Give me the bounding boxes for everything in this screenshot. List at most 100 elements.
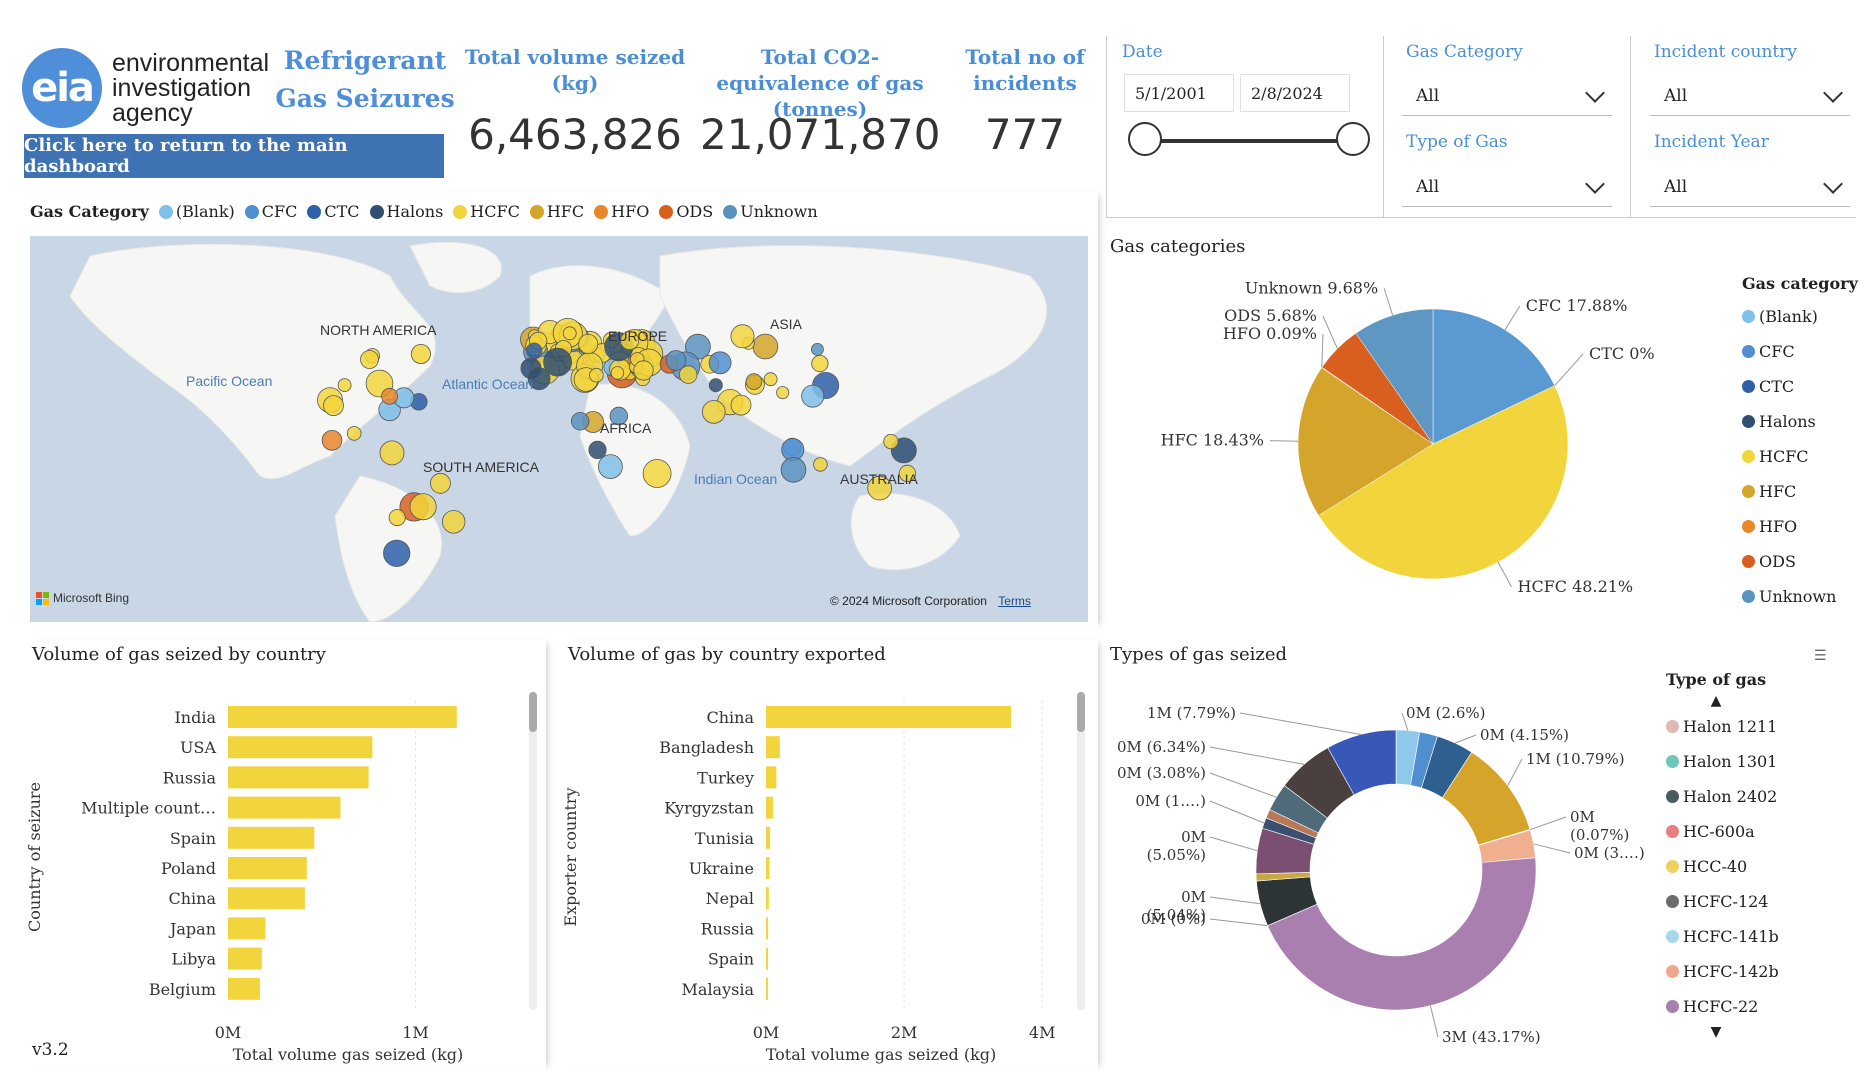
map-legend-item[interactable]: Unknown [723, 202, 818, 221]
legend-item[interactable]: HCFC-124 [1666, 884, 1779, 919]
map-legend-item[interactable]: HFC [529, 202, 584, 221]
scrollbar-thumb[interactable] [529, 692, 537, 732]
seizure-marker[interactable] [867, 475, 892, 501]
seized-by-country-chart[interactable]: 0M 1M India USA Russia Multiple count… Spain Po… [24, 670, 546, 1070]
seizure-marker[interactable] [811, 355, 829, 373]
seizure-marker[interactable] [379, 440, 405, 466]
seizure-marker[interactable] [898, 464, 917, 482]
gas-category-dropdown[interactable]: All [1402, 76, 1612, 116]
world-map[interactable]: NORTH AMERICA ASIA EUROPE AFRICA SOUTH A… [30, 236, 1088, 622]
date-slider-end-handle[interactable] [1336, 122, 1370, 156]
seizure-marker[interactable] [588, 440, 607, 459]
bar[interactable] [228, 917, 266, 940]
seizure-marker[interactable] [410, 344, 431, 365]
bar[interactable] [766, 826, 771, 849]
legend-item[interactable]: Halon 1211 [1666, 709, 1779, 744]
bar[interactable] [228, 736, 373, 759]
scrollbar[interactable] [1077, 692, 1085, 1010]
legend-item[interactable]: HCC-40 [1666, 849, 1779, 884]
terms-link[interactable]: Terms [998, 594, 1031, 608]
seizure-marker[interactable] [752, 333, 779, 360]
legend-item[interactable]: CTC [1742, 369, 1858, 404]
map-legend-item[interactable]: HFO [594, 202, 649, 221]
types-of-gas-donut[interactable]: 0M (2.6%)0M (4.15%)1M (10.79%)0M (0.07%)0… [1106, 670, 1666, 1070]
seizure-marker[interactable] [642, 459, 672, 488]
legend-item[interactable]: ODS [1742, 544, 1858, 579]
legend-item[interactable]: HCFC [1742, 439, 1858, 474]
bar[interactable] [228, 796, 341, 819]
world-map-canvas[interactable] [30, 236, 1088, 622]
seizure-marker[interactable] [708, 378, 723, 393]
seizure-marker[interactable] [323, 395, 344, 417]
seizure-marker[interactable] [429, 472, 451, 494]
seizure-marker[interactable] [571, 412, 590, 431]
legend-item[interactable]: HCFC-141b [1666, 919, 1779, 954]
map-legend-item[interactable]: Halons [369, 202, 443, 221]
seizure-marker[interactable] [346, 426, 362, 441]
legend-item[interactable]: HFC [1742, 474, 1858, 509]
seizure-marker[interactable] [442, 510, 466, 534]
seizure-marker[interactable] [527, 367, 551, 391]
seizure-marker[interactable] [381, 387, 399, 405]
seizure-marker[interactable] [679, 365, 698, 384]
bar[interactable] [766, 706, 1012, 728]
bar[interactable] [766, 977, 768, 1000]
seizure-marker[interactable] [360, 350, 379, 369]
seizure-marker[interactable] [337, 378, 352, 393]
bar[interactable] [228, 826, 315, 849]
map-legend-item[interactable]: ODS [659, 202, 713, 221]
legend-item[interactable]: CFC [1742, 334, 1858, 369]
seizure-marker[interactable] [708, 351, 732, 375]
legend-item[interactable]: Halon 1301 [1666, 744, 1779, 779]
exported-by-country-chart[interactable]: 0M 2M 4M China Bangladesh Turkey Kyrgyzstan Tun… [560, 670, 1098, 1070]
bar[interactable] [228, 766, 369, 789]
seizure-marker[interactable] [730, 324, 755, 349]
seizure-marker[interactable] [321, 430, 343, 451]
return-to-main-dashboard-button[interactable]: Click here to return to the main dashboa… [24, 134, 444, 178]
seizure-marker[interactable] [745, 373, 763, 390]
legend-item[interactable]: Halons [1742, 404, 1858, 439]
seizure-marker[interactable] [526, 342, 543, 359]
bar[interactable] [766, 736, 780, 759]
seizure-marker[interactable] [776, 386, 790, 400]
scrollbar-thumb[interactable] [1077, 692, 1085, 732]
pie-slice-unknown[interactable] [1355, 308, 1434, 445]
bar[interactable] [228, 947, 262, 970]
seizure-marker[interactable] [609, 406, 629, 426]
legend-item[interactable]: HCFC-22 [1666, 989, 1779, 1024]
seizure-marker[interactable] [562, 326, 577, 341]
date-slider-track[interactable] [1146, 139, 1356, 143]
bar[interactable] [766, 947, 768, 970]
legend-item[interactable]: HC-600a [1666, 814, 1779, 849]
incident-country-dropdown[interactable]: All [1650, 76, 1850, 116]
seizure-marker[interactable] [543, 347, 572, 377]
seizure-marker[interactable] [763, 372, 778, 387]
bar[interactable] [766, 796, 773, 819]
map-legend-item[interactable]: (Blank) [158, 202, 235, 221]
map-legend-item[interactable]: CTC [307, 202, 360, 221]
seizure-marker[interactable] [813, 457, 828, 472]
donut-slice[interactable] [1267, 857, 1537, 1011]
gas-categories-pie[interactable]: CFC 17.88% CTC 0% HCFC 48.21% HFC 18.43% HFO… [1106, 256, 1706, 626]
pie-slice-hcfc[interactable] [1318, 385, 1569, 580]
legend-scroll-down-icon[interactable]: ▼ [1710, 1024, 1722, 1040]
donut-slice[interactable] [1327, 729, 1397, 796]
filter-icon[interactable]: ☰ [1814, 648, 1827, 664]
bar[interactable] [228, 977, 260, 1000]
legend-item[interactable]: (Blank) [1742, 299, 1858, 334]
seizure-marker[interactable] [780, 457, 807, 483]
bar[interactable] [228, 857, 307, 879]
bar[interactable] [228, 706, 457, 728]
seizure-marker[interactable] [883, 434, 899, 450]
scrollbar[interactable] [529, 692, 537, 1010]
date-start-input[interactable]: 5/1/2001 [1124, 74, 1234, 112]
bar[interactable] [766, 887, 769, 910]
seizure-marker[interactable] [610, 366, 625, 380]
incident-year-dropdown[interactable]: All [1650, 167, 1850, 207]
legend-item[interactable]: HFO [1742, 509, 1858, 544]
seizure-marker[interactable] [811, 343, 824, 356]
seizure-marker[interactable] [598, 454, 623, 480]
legend-item[interactable]: Unknown [1742, 579, 1858, 614]
seizure-marker[interactable] [589, 367, 604, 383]
seizure-marker[interactable] [578, 334, 599, 355]
